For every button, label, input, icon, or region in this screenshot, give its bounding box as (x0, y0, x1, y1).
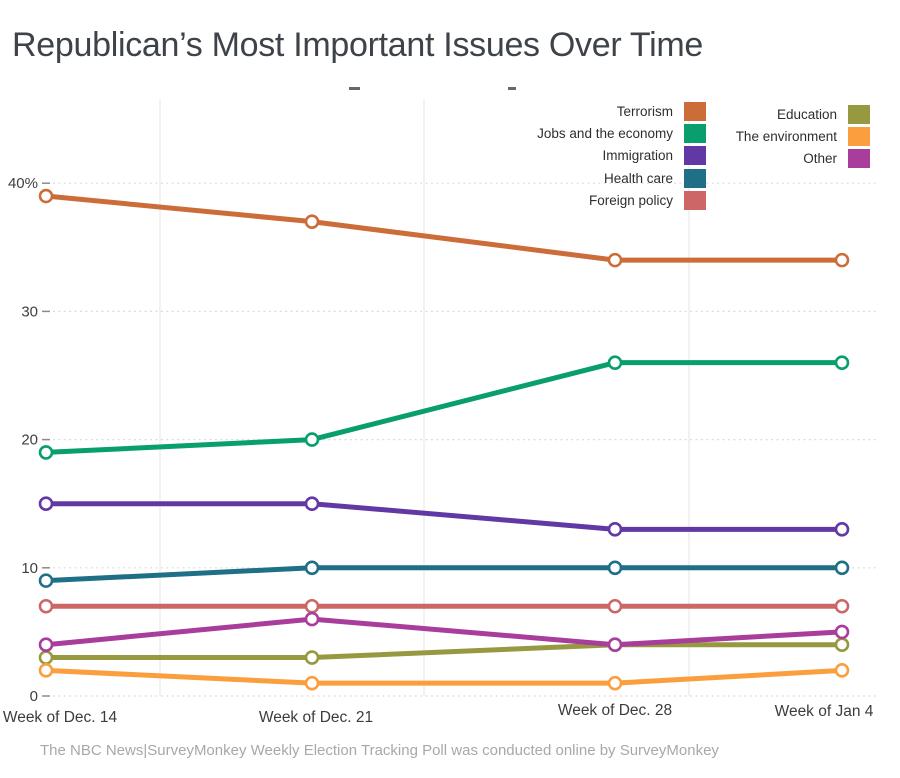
data-point-marker-health-care[interactable] (607, 560, 623, 576)
data-point-marker-health-care[interactable] (304, 560, 320, 576)
source-note: The NBC News|SurveyMonkey Weekly Electio… (40, 742, 719, 759)
legend-item-label: Health care (603, 170, 673, 186)
page-title: Republican’s Most Important Issues Over … (12, 26, 704, 64)
data-point-marker-the-environment[interactable] (304, 675, 320, 691)
x-axis-label: Week of Dec. 28 (558, 702, 672, 719)
legend-color-swatch (684, 191, 706, 211)
data-point-marker-terrorism[interactable] (834, 252, 850, 268)
legend-color-swatch (684, 146, 706, 166)
legend-item-label: Immigration (602, 148, 673, 164)
data-point-marker-terrorism[interactable] (38, 188, 54, 204)
legend-item-label: Education (776, 106, 837, 122)
legend-color-swatch (848, 104, 870, 124)
data-point-marker-other[interactable] (607, 637, 623, 653)
y-axis-label: 0 (30, 688, 38, 705)
data-point-marker-immigration[interactable] (304, 496, 320, 512)
legend-color-swatch (684, 168, 706, 188)
data-point-marker-foreign-policy[interactable] (304, 598, 320, 614)
data-point-marker-jobs-and-the-economy[interactable] (38, 445, 54, 460)
data-point-marker-jobs-and-the-economy[interactable] (304, 432, 320, 447)
legend-color-swatch (684, 101, 706, 121)
data-point-marker-the-environment[interactable] (607, 675, 623, 691)
legend-item-label: Other (803, 151, 837, 167)
series-line-jobs-and-the-economy (43, 360, 845, 455)
data-point-marker-education[interactable] (304, 650, 320, 665)
series-line-the-environment (43, 667, 845, 686)
data-point-marker-education[interactable] (834, 637, 850, 653)
legend-item-other[interactable]: Other (736, 148, 870, 170)
data-point-marker-the-environment[interactable] (38, 663, 54, 678)
legend-item-label: Foreign policy (588, 193, 673, 209)
data-point-marker-the-environment[interactable] (834, 663, 850, 678)
data-point-marker-terrorism[interactable] (304, 214, 320, 229)
series-line-other (43, 616, 845, 648)
data-point-marker-other[interactable] (834, 624, 850, 640)
legend-item-health-care[interactable]: Health care (537, 167, 706, 189)
y-axis-label: 30 (21, 303, 38, 320)
data-point-marker-other[interactable] (304, 611, 320, 627)
legend-item-education[interactable]: Education (736, 103, 870, 125)
chart-legend-column-right: Education The environment Other (736, 103, 870, 170)
series-line-health-care (43, 565, 845, 584)
data-point-marker-health-care[interactable] (38, 573, 54, 588)
series-line-terrorism (43, 193, 845, 263)
series-line-education (43, 642, 845, 661)
data-point-marker-terrorism[interactable] (607, 252, 623, 268)
legend-color-swatch (848, 127, 870, 147)
cropped-subtitle-artifact (349, 87, 360, 90)
data-point-marker-other[interactable] (38, 637, 54, 653)
y-axis-label: 10 (21, 560, 38, 577)
legend-color-swatch (848, 149, 870, 169)
data-point-marker-immigration[interactable] (38, 496, 54, 512)
data-point-marker-jobs-and-the-economy[interactable] (607, 355, 623, 370)
legend-item-immigration[interactable]: Immigration (537, 145, 706, 167)
legend-item-jobs-and-the-economy[interactable]: Jobs and the economy (537, 122, 706, 144)
data-point-marker-foreign-policy[interactable] (834, 598, 850, 614)
x-axis-label: Week of Dec. 21 (259, 709, 373, 726)
legend-item-terrorism[interactable]: Terrorism (537, 100, 706, 122)
data-point-marker-health-care[interactable] (834, 560, 850, 576)
legend-item-the-environment[interactable]: The environment (736, 125, 870, 147)
x-axis-label: Week of Jan 4 (775, 703, 874, 720)
data-point-marker-immigration[interactable] (834, 522, 850, 537)
series-line-immigration (43, 501, 845, 532)
legend-item-label: Jobs and the economy (537, 126, 673, 142)
data-point-marker-immigration[interactable] (607, 522, 623, 537)
data-point-marker-jobs-and-the-economy[interactable] (834, 355, 850, 370)
chart-legend-column-left: Terrorism Jobs and the economy Immigration… (537, 100, 706, 212)
data-point-marker-foreign-policy[interactable] (607, 598, 623, 614)
legend-item-label: Terrorism (616, 103, 673, 119)
y-axis-label: 20 (21, 432, 38, 449)
y-axis-label: 40% (8, 175, 38, 192)
cropped-subtitle-artifact (508, 87, 516, 90)
data-point-marker-foreign-policy[interactable] (38, 598, 54, 614)
data-point-marker-education[interactable] (38, 650, 54, 665)
legend-color-swatch (684, 124, 706, 144)
legend-item-foreign-policy[interactable]: Foreign policy (537, 190, 706, 212)
legend-item-label: The environment (735, 129, 837, 145)
x-axis-label: Week of Dec. 14 (3, 709, 118, 726)
